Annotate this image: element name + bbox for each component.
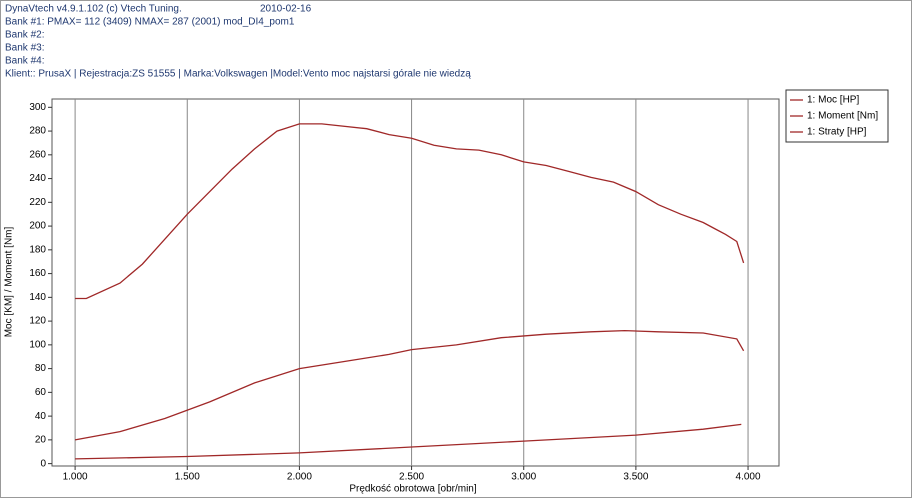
y-tick-label: 240 [29, 173, 46, 184]
legend-label: 1: Moment [Nm] [807, 111, 878, 122]
x-tick-label: 3.000 [511, 472, 536, 483]
date: 2010-02-16 [260, 4, 312, 15]
x-tick-label: 2.000 [287, 472, 312, 483]
y-tick-label: 0 [40, 458, 46, 469]
info-line: Bank #2: [5, 30, 44, 41]
series-line [75, 423, 742, 460]
y-tick-label: 60 [35, 387, 47, 398]
legend-label: 1: Moc [HP] [807, 95, 859, 106]
series-line [74, 329, 745, 441]
legend-label: 1: Straty [HP] [807, 127, 867, 138]
info-line: Bank #1: PMAX= 112 (3409) NMAX= 287 (200… [5, 17, 295, 28]
x-axis-label: Prędkość obrotowa [obr/min] [349, 484, 477, 495]
x-tick-label: 4.000 [736, 472, 761, 483]
y-tick-label: 160 [29, 268, 46, 279]
y-tick-label: 100 [29, 339, 46, 350]
x-tick-label: 1.500 [175, 472, 200, 483]
y-tick-label: 140 [29, 292, 46, 303]
axes: 1.000 1.500 2.000 2.500 3.000 3.500 4.000 0 20 40… [29, 95, 878, 483]
info-line: Klient:: PrusaX | Rejestracja:ZS 51555 |… [5, 69, 471, 80]
info-line: Bank #3: [5, 43, 44, 54]
y-tick-label: 200 [29, 221, 46, 232]
x-tick-label: 3.500 [623, 472, 648, 483]
info-line: Bank #4: [5, 56, 44, 67]
y-tick-label: 40 [35, 411, 47, 422]
y-tick-label: 120 [29, 316, 46, 327]
app-title: DynaVtech v4.9.1.102 (c) Vtech Tuning. [5, 4, 182, 15]
y-tick-label: 80 [35, 363, 47, 374]
series-line [75, 123, 745, 300]
x-tick-label: 2.500 [399, 472, 424, 483]
y-tick-label: 20 [35, 435, 47, 446]
y-tick-label: 300 [29, 102, 46, 113]
y-axis-label: Moc [KM] / Moment [Nm] [4, 226, 15, 337]
y-tick-label: 260 [29, 149, 46, 160]
y-tick-label: 220 [29, 197, 46, 208]
y-tick-label: 180 [29, 244, 46, 255]
x-tick-label: 1.000 [63, 472, 88, 483]
y-tick-label: 280 [29, 126, 46, 137]
plot-area [51, 98, 780, 467]
